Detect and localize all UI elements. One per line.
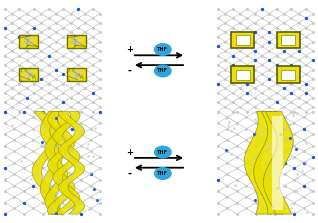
Text: +: + xyxy=(126,148,133,157)
Polygon shape xyxy=(244,112,274,214)
Bar xyxy=(67,68,86,81)
Bar xyxy=(236,35,250,45)
Bar xyxy=(218,9,313,112)
Bar xyxy=(218,112,313,214)
Text: THF: THF xyxy=(157,150,168,155)
Text: -: - xyxy=(128,169,131,178)
Polygon shape xyxy=(254,112,284,214)
Polygon shape xyxy=(40,112,62,214)
Bar xyxy=(5,9,100,112)
Bar xyxy=(231,66,254,83)
Bar xyxy=(19,35,38,48)
Circle shape xyxy=(155,146,171,158)
Text: THF: THF xyxy=(157,47,168,52)
Bar xyxy=(281,35,295,45)
Circle shape xyxy=(24,38,33,45)
Polygon shape xyxy=(59,112,85,214)
Bar xyxy=(236,70,250,80)
Polygon shape xyxy=(263,112,293,214)
Circle shape xyxy=(155,168,171,179)
Circle shape xyxy=(155,65,171,77)
Text: THF: THF xyxy=(157,171,168,176)
Bar xyxy=(19,68,38,81)
Circle shape xyxy=(72,38,81,45)
Circle shape xyxy=(155,44,171,55)
Bar xyxy=(277,32,300,48)
Bar xyxy=(67,35,86,48)
Bar xyxy=(5,112,100,214)
Polygon shape xyxy=(45,112,68,214)
Bar xyxy=(281,70,295,80)
Polygon shape xyxy=(32,112,60,214)
Text: THF: THF xyxy=(157,68,168,73)
Circle shape xyxy=(24,71,33,78)
Bar xyxy=(231,32,254,48)
Bar xyxy=(272,116,283,210)
Text: -: - xyxy=(128,66,131,76)
Circle shape xyxy=(72,71,81,78)
Bar xyxy=(277,66,300,83)
Text: +: + xyxy=(126,45,133,54)
Polygon shape xyxy=(53,112,80,214)
Polygon shape xyxy=(48,112,75,214)
